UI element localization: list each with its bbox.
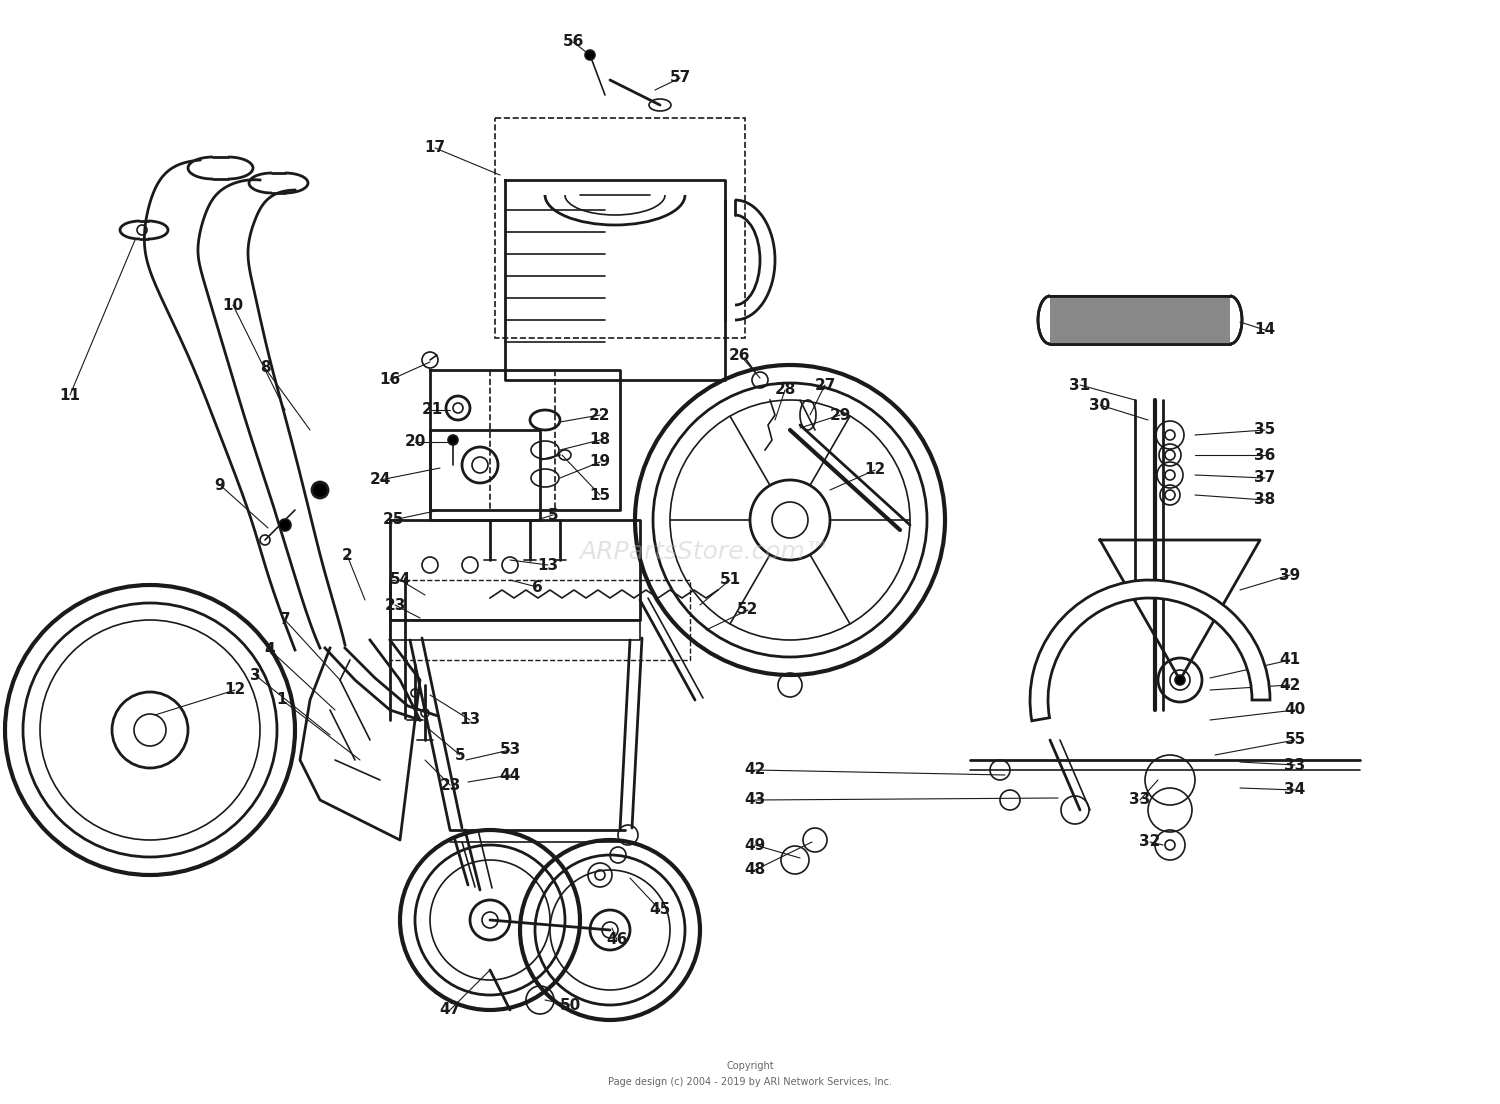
Text: ARPartsStore.com™: ARPartsStore.com™ [579,540,831,564]
Text: 2: 2 [342,548,352,563]
Text: 9: 9 [214,478,225,492]
Text: 27: 27 [815,378,836,393]
Bar [1050,296,1230,344]
Circle shape [312,482,328,498]
Text: 17: 17 [424,140,445,156]
Text: 20: 20 [405,435,426,449]
Text: 19: 19 [590,455,610,469]
Text: 32: 32 [1140,835,1161,849]
Text: 35: 35 [1254,423,1275,437]
Text: 31: 31 [1070,378,1090,393]
Text: 57: 57 [669,71,690,85]
Circle shape [1174,675,1185,684]
Text: 52: 52 [738,603,759,617]
Text: 40: 40 [1284,702,1305,718]
Text: 55: 55 [1284,732,1305,747]
Text: 14: 14 [1254,322,1275,338]
Text: 43: 43 [744,793,765,807]
Text: 36: 36 [1254,447,1275,463]
Text: 46: 46 [606,933,627,947]
Text: 41: 41 [1280,652,1300,668]
Text: 23: 23 [384,597,405,613]
Text: 12: 12 [864,463,885,478]
Text: 5: 5 [454,747,465,763]
Text: 21: 21 [422,403,442,417]
Text: 1: 1 [276,692,288,708]
Text: 50: 50 [560,998,580,1012]
Text: 29: 29 [830,407,850,423]
Text: 28: 28 [774,382,795,397]
Text: 54: 54 [390,573,411,587]
Text: 5: 5 [548,508,558,522]
Text: 7: 7 [279,613,291,627]
Circle shape [448,435,458,445]
Text: 44: 44 [500,767,520,783]
Text: 25: 25 [382,512,404,528]
Text: 26: 26 [729,348,750,362]
Text: 30: 30 [1089,397,1110,413]
Text: 47: 47 [440,1002,460,1018]
Text: Copyright: Copyright [726,1061,774,1071]
Bar [390,580,690,660]
Circle shape [279,519,291,531]
Text: 42: 42 [1280,678,1300,692]
Text: 48: 48 [744,862,765,878]
Text: 15: 15 [590,488,610,502]
Text: 33: 33 [1130,793,1150,807]
Text: 12: 12 [225,682,246,698]
Text: 34: 34 [1284,783,1305,797]
Text: 51: 51 [720,573,741,587]
Text: 13: 13 [537,558,558,573]
Text: Page design (c) 2004 - 2019 by ARI Network Services, Inc.: Page design (c) 2004 - 2019 by ARI Netwo… [608,1078,892,1087]
Text: 6: 6 [531,580,543,594]
Text: 56: 56 [562,34,584,50]
Text: 11: 11 [60,388,81,403]
Bar [495,118,746,338]
Text: 16: 16 [380,372,400,388]
Text: 33: 33 [1284,757,1305,773]
Text: 39: 39 [1280,567,1300,583]
Text: 24: 24 [369,473,390,488]
Text: 38: 38 [1254,492,1275,508]
Text: 42: 42 [744,763,765,777]
Text: 18: 18 [590,433,610,447]
Text: 8: 8 [260,361,270,375]
Text: 22: 22 [590,407,610,423]
Text: 37: 37 [1254,470,1275,486]
Text: 10: 10 [222,297,243,312]
Text: 13: 13 [459,712,480,728]
Text: 45: 45 [650,902,670,917]
Text: 4: 4 [264,643,276,658]
Circle shape [585,50,596,60]
Text: 49: 49 [744,838,765,852]
Text: 53: 53 [500,743,520,757]
Text: 3: 3 [249,668,261,682]
Text: 23: 23 [440,777,460,793]
Wedge shape [1030,580,1270,721]
